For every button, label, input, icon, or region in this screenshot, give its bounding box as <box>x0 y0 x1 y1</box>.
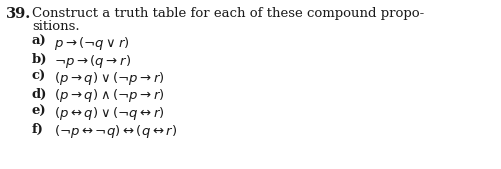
Text: $(p \leftrightarrow q) \vee (\neg q \leftrightarrow r)$: $(p \leftrightarrow q) \vee (\neg q \lef… <box>54 105 164 122</box>
Text: $p \rightarrow (\neg q \vee r)$: $p \rightarrow (\neg q \vee r)$ <box>54 35 129 52</box>
Text: $(p \rightarrow q) \vee (\neg p \rightarrow r)$: $(p \rightarrow q) \vee (\neg p \rightar… <box>54 70 164 87</box>
Text: $(p \rightarrow q) \wedge (\neg p \rightarrow r)$: $(p \rightarrow q) \wedge (\neg p \right… <box>54 88 164 104</box>
Text: $(\neg p \leftrightarrow \neg q) \leftrightarrow (q \leftrightarrow r)$: $(\neg p \leftrightarrow \neg q) \leftri… <box>54 123 177 139</box>
Text: Construct a truth table for each of these compound propo-: Construct a truth table for each of thes… <box>32 7 423 20</box>
Text: f): f) <box>32 123 44 136</box>
Text: a): a) <box>32 35 47 48</box>
Text: d): d) <box>32 88 47 101</box>
Text: b): b) <box>32 53 48 66</box>
Text: $\neg p \rightarrow (q \rightarrow r)$: $\neg p \rightarrow (q \rightarrow r)$ <box>54 53 131 69</box>
Text: e): e) <box>32 105 47 118</box>
Text: c): c) <box>32 70 46 83</box>
Text: 39.: 39. <box>6 7 31 21</box>
Text: sitions.: sitions. <box>32 20 80 33</box>
